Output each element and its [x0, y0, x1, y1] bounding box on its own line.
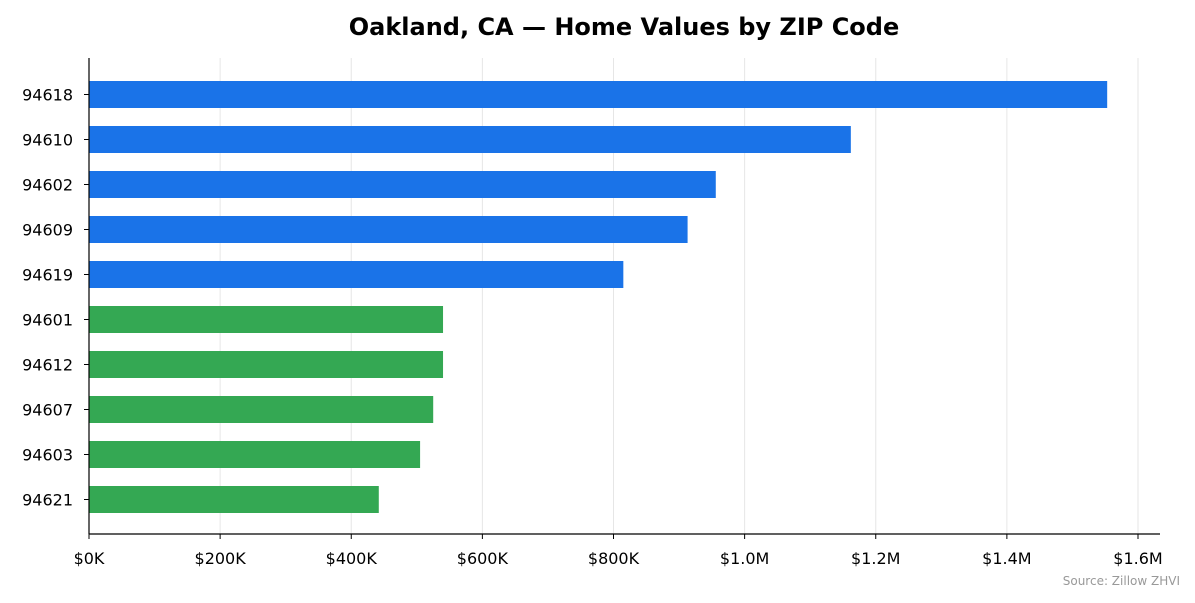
- axes: [84, 58, 1160, 539]
- source-note: Source: Zillow ZHVI: [1063, 574, 1180, 588]
- y-tick-label: 94612: [22, 356, 73, 375]
- y-tick-label: 94619: [22, 266, 73, 285]
- chart-title: Oakland, CA — Home Values by ZIP Code: [349, 13, 900, 41]
- x-tick-label: $1.4M: [982, 549, 1031, 568]
- x-tick-label: $600K: [457, 549, 509, 568]
- y-tick-label: 94607: [22, 401, 73, 420]
- y-tick-label: 94603: [22, 446, 73, 465]
- y-tick-label: 94609: [22, 221, 73, 240]
- bar-94602: [89, 171, 716, 198]
- y-tick-label: 94601: [22, 311, 73, 330]
- y-tick-label: 94610: [22, 131, 73, 150]
- bar-94619: [89, 261, 624, 288]
- x-tick-label: $0K: [74, 549, 105, 568]
- bar-94618: [89, 81, 1108, 108]
- bars: [89, 81, 1108, 513]
- y-tick-label: 94618: [22, 86, 73, 105]
- bar-94603: [89, 441, 421, 468]
- y-tick-label: 94602: [22, 176, 73, 195]
- y-tick-label: 94621: [22, 491, 73, 510]
- bar-94612: [89, 351, 444, 378]
- x-tick-label: $400K: [326, 549, 378, 568]
- x-tick-label: $1.2M: [851, 549, 900, 568]
- x-tick-label: $1.6M: [1113, 549, 1162, 568]
- bar-94607: [89, 396, 434, 423]
- bar-94609: [89, 216, 688, 243]
- bar-94601: [89, 306, 444, 333]
- x-tick-label: $1.0M: [720, 549, 769, 568]
- y-tick-labels: 94618 94610 94602 94609 94619 94601 94612 94607…: [22, 86, 73, 510]
- x-tick-label: $800K: [588, 549, 640, 568]
- x-tick-label: $200K: [195, 549, 247, 568]
- x-tick-labels: $0K $200K $400K $600K $800K $1.0M $1.2M $1.4M $1…: [74, 549, 1163, 568]
- bar-94621: [89, 486, 379, 513]
- bar-94610: [89, 126, 851, 153]
